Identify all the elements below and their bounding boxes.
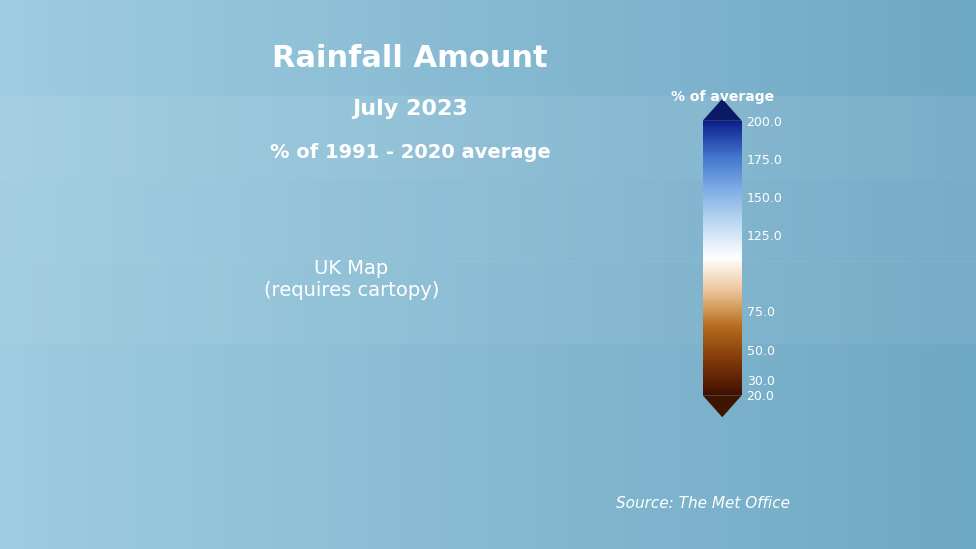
Polygon shape: [703, 395, 742, 417]
Text: % of 1991 - 2020 average: % of 1991 - 2020 average: [269, 143, 550, 162]
Text: Source: The Met Office: Source: The Met Office: [616, 496, 790, 511]
Text: % of average: % of average: [671, 90, 774, 104]
Text: UK Map
(requires cartopy): UK Map (requires cartopy): [264, 260, 439, 300]
Polygon shape: [703, 99, 742, 121]
Text: July 2023: July 2023: [352, 99, 468, 119]
Text: Rainfall Amount: Rainfall Amount: [272, 44, 548, 73]
